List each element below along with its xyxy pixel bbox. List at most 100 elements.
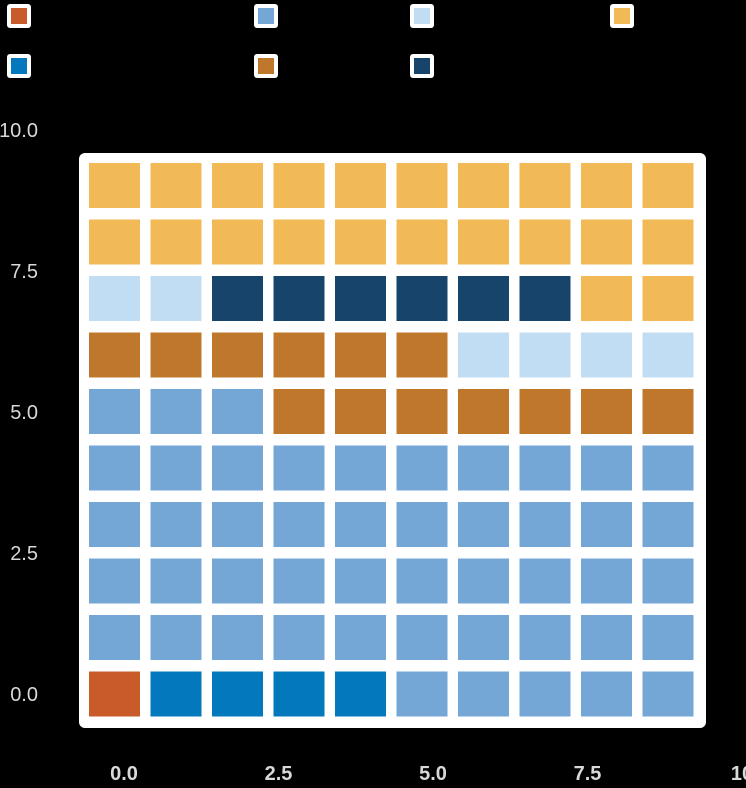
- legend-item: [410, 4, 434, 28]
- waffle-cell: [89, 615, 140, 660]
- x-tick-label: 2.5: [265, 763, 293, 783]
- legend-marker: [258, 58, 274, 74]
- waffle-cell: [519, 445, 571, 491]
- legend-item: [254, 4, 278, 28]
- waffle-cell: [150, 389, 202, 434]
- waffle-cell: [519, 219, 571, 265]
- y-axis-ticks: 0.0 2.5 5.0 7.5 10.0: [0, 120, 38, 706]
- legend-item: [7, 4, 31, 28]
- waffle-cell: [581, 332, 632, 378]
- waffle-cell: [458, 558, 509, 604]
- x-axis-ticks: 0.0 2.5 5.0 7.5 10: [110, 763, 746, 785]
- waffle-cell: [519, 502, 571, 547]
- waffle-cell: [89, 163, 140, 208]
- waffle-cell: [150, 558, 202, 604]
- waffle-cell: [150, 276, 202, 321]
- legend-marker: [414, 58, 430, 74]
- waffle-cell: [150, 502, 202, 547]
- legend-marker: [258, 8, 274, 24]
- waffle-cell: [581, 615, 632, 660]
- legend-item: [610, 4, 634, 28]
- waffle-cell: [150, 332, 202, 378]
- x-tick-label: 7.5: [574, 763, 602, 783]
- waffle-cell: [212, 558, 263, 604]
- waffle-cell: [212, 671, 263, 717]
- waffle-cell: [458, 163, 509, 208]
- waffle-cell: [519, 389, 571, 434]
- waffle-cell: [335, 163, 386, 208]
- waffle-cell: [458, 219, 509, 265]
- y-tick-label: 2.5: [10, 543, 38, 565]
- waffle-cells: [89, 163, 694, 717]
- waffle-cell: [458, 332, 509, 378]
- waffle-cell: [581, 558, 632, 604]
- waffle-cell: [581, 389, 632, 434]
- waffle-cell: [273, 445, 325, 491]
- waffle-cell: [642, 332, 694, 378]
- waffle-cell: [642, 615, 694, 660]
- y-tick-label: 0.0: [10, 684, 38, 706]
- waffle-cell: [273, 558, 325, 604]
- waffle-cell: [396, 502, 448, 547]
- waffle-cell: [89, 445, 140, 491]
- waffle-cell: [642, 276, 694, 321]
- waffle-cell: [519, 671, 571, 717]
- waffle-cell: [458, 389, 509, 434]
- x-tick-label: 0.0: [110, 763, 138, 783]
- waffle-cell: [150, 219, 202, 265]
- legend-marker: [414, 8, 430, 24]
- waffle-cell: [89, 671, 140, 717]
- waffle-cell: [273, 502, 325, 547]
- waffle-cell: [396, 163, 448, 208]
- waffle-cell: [519, 332, 571, 378]
- waffle-cell: [89, 558, 140, 604]
- y-tick-label: 10.0: [0, 120, 38, 142]
- waffle-cell: [212, 332, 263, 378]
- waffle-cell: [273, 389, 325, 434]
- y-tick-label: 7.5: [10, 261, 38, 283]
- waffle-cell: [335, 558, 386, 604]
- waffle-cell: [212, 276, 263, 321]
- waffle-cell: [396, 276, 448, 321]
- waffle-cell: [273, 615, 325, 660]
- waffle-cell: [273, 219, 325, 265]
- waffle-cell: [581, 502, 632, 547]
- waffle-cell: [335, 502, 386, 547]
- waffle-cell: [335, 615, 386, 660]
- waffle-cell: [150, 671, 202, 717]
- waffle-cell: [396, 615, 448, 660]
- waffle-cell: [89, 276, 140, 321]
- waffle-cell: [642, 445, 694, 491]
- waffle-cell: [642, 558, 694, 604]
- waffle-cell: [458, 445, 509, 491]
- legend-item: [254, 54, 278, 78]
- waffle-cell: [212, 502, 263, 547]
- waffle-cell: [458, 276, 509, 321]
- waffle-cell: [335, 332, 386, 378]
- waffle-cell: [335, 219, 386, 265]
- waffle-cell: [212, 219, 263, 265]
- waffle-cell: [581, 671, 632, 717]
- legend: [7, 4, 634, 78]
- waffle-cell: [581, 445, 632, 491]
- waffle-cell: [150, 445, 202, 491]
- waffle-cell: [150, 163, 202, 208]
- waffle-cell: [642, 163, 694, 208]
- legend-marker: [11, 8, 27, 24]
- waffle-cell: [212, 163, 263, 208]
- waffle-cell: [89, 389, 140, 434]
- waffle-cell: [396, 558, 448, 604]
- waffle-cell: [335, 445, 386, 491]
- waffle-cell: [212, 615, 263, 660]
- waffle-cell: [642, 671, 694, 717]
- waffle-cell: [458, 502, 509, 547]
- waffle-cell: [396, 389, 448, 434]
- waffle-cell: [273, 163, 325, 208]
- waffle-cell: [89, 219, 140, 265]
- waffle-cell: [273, 332, 325, 378]
- waffle-cell: [519, 558, 571, 604]
- y-tick-label: 5.0: [10, 402, 38, 424]
- waffle-cell: [335, 276, 386, 321]
